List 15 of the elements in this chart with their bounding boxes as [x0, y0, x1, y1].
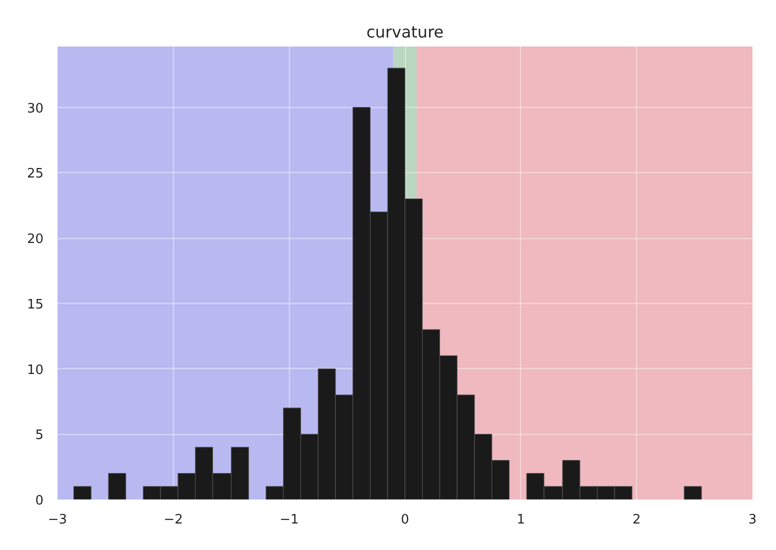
x-tick-label: −1 [280, 512, 299, 528]
x-tick-label: 2 [632, 512, 641, 528]
y-tick-label: 25 [26, 166, 44, 182]
y-tick-label: 0 [35, 494, 44, 508]
chart-title: curvature [366, 22, 444, 42]
y-tick-label: 10 [26, 362, 44, 378]
y-tick-label: 20 [26, 232, 44, 248]
y-tick-label: 30 [26, 101, 44, 116]
y-tick-label: 5 [35, 428, 44, 444]
x-tick-label: −3 [48, 512, 68, 528]
x-tick-label: 0 [400, 512, 410, 528]
x-tick-label: 3 [748, 512, 757, 528]
x-tick-label: 1 [516, 512, 525, 528]
y-tick-label: 15 [26, 297, 44, 312]
x-tick-label: −2 [164, 512, 183, 528]
